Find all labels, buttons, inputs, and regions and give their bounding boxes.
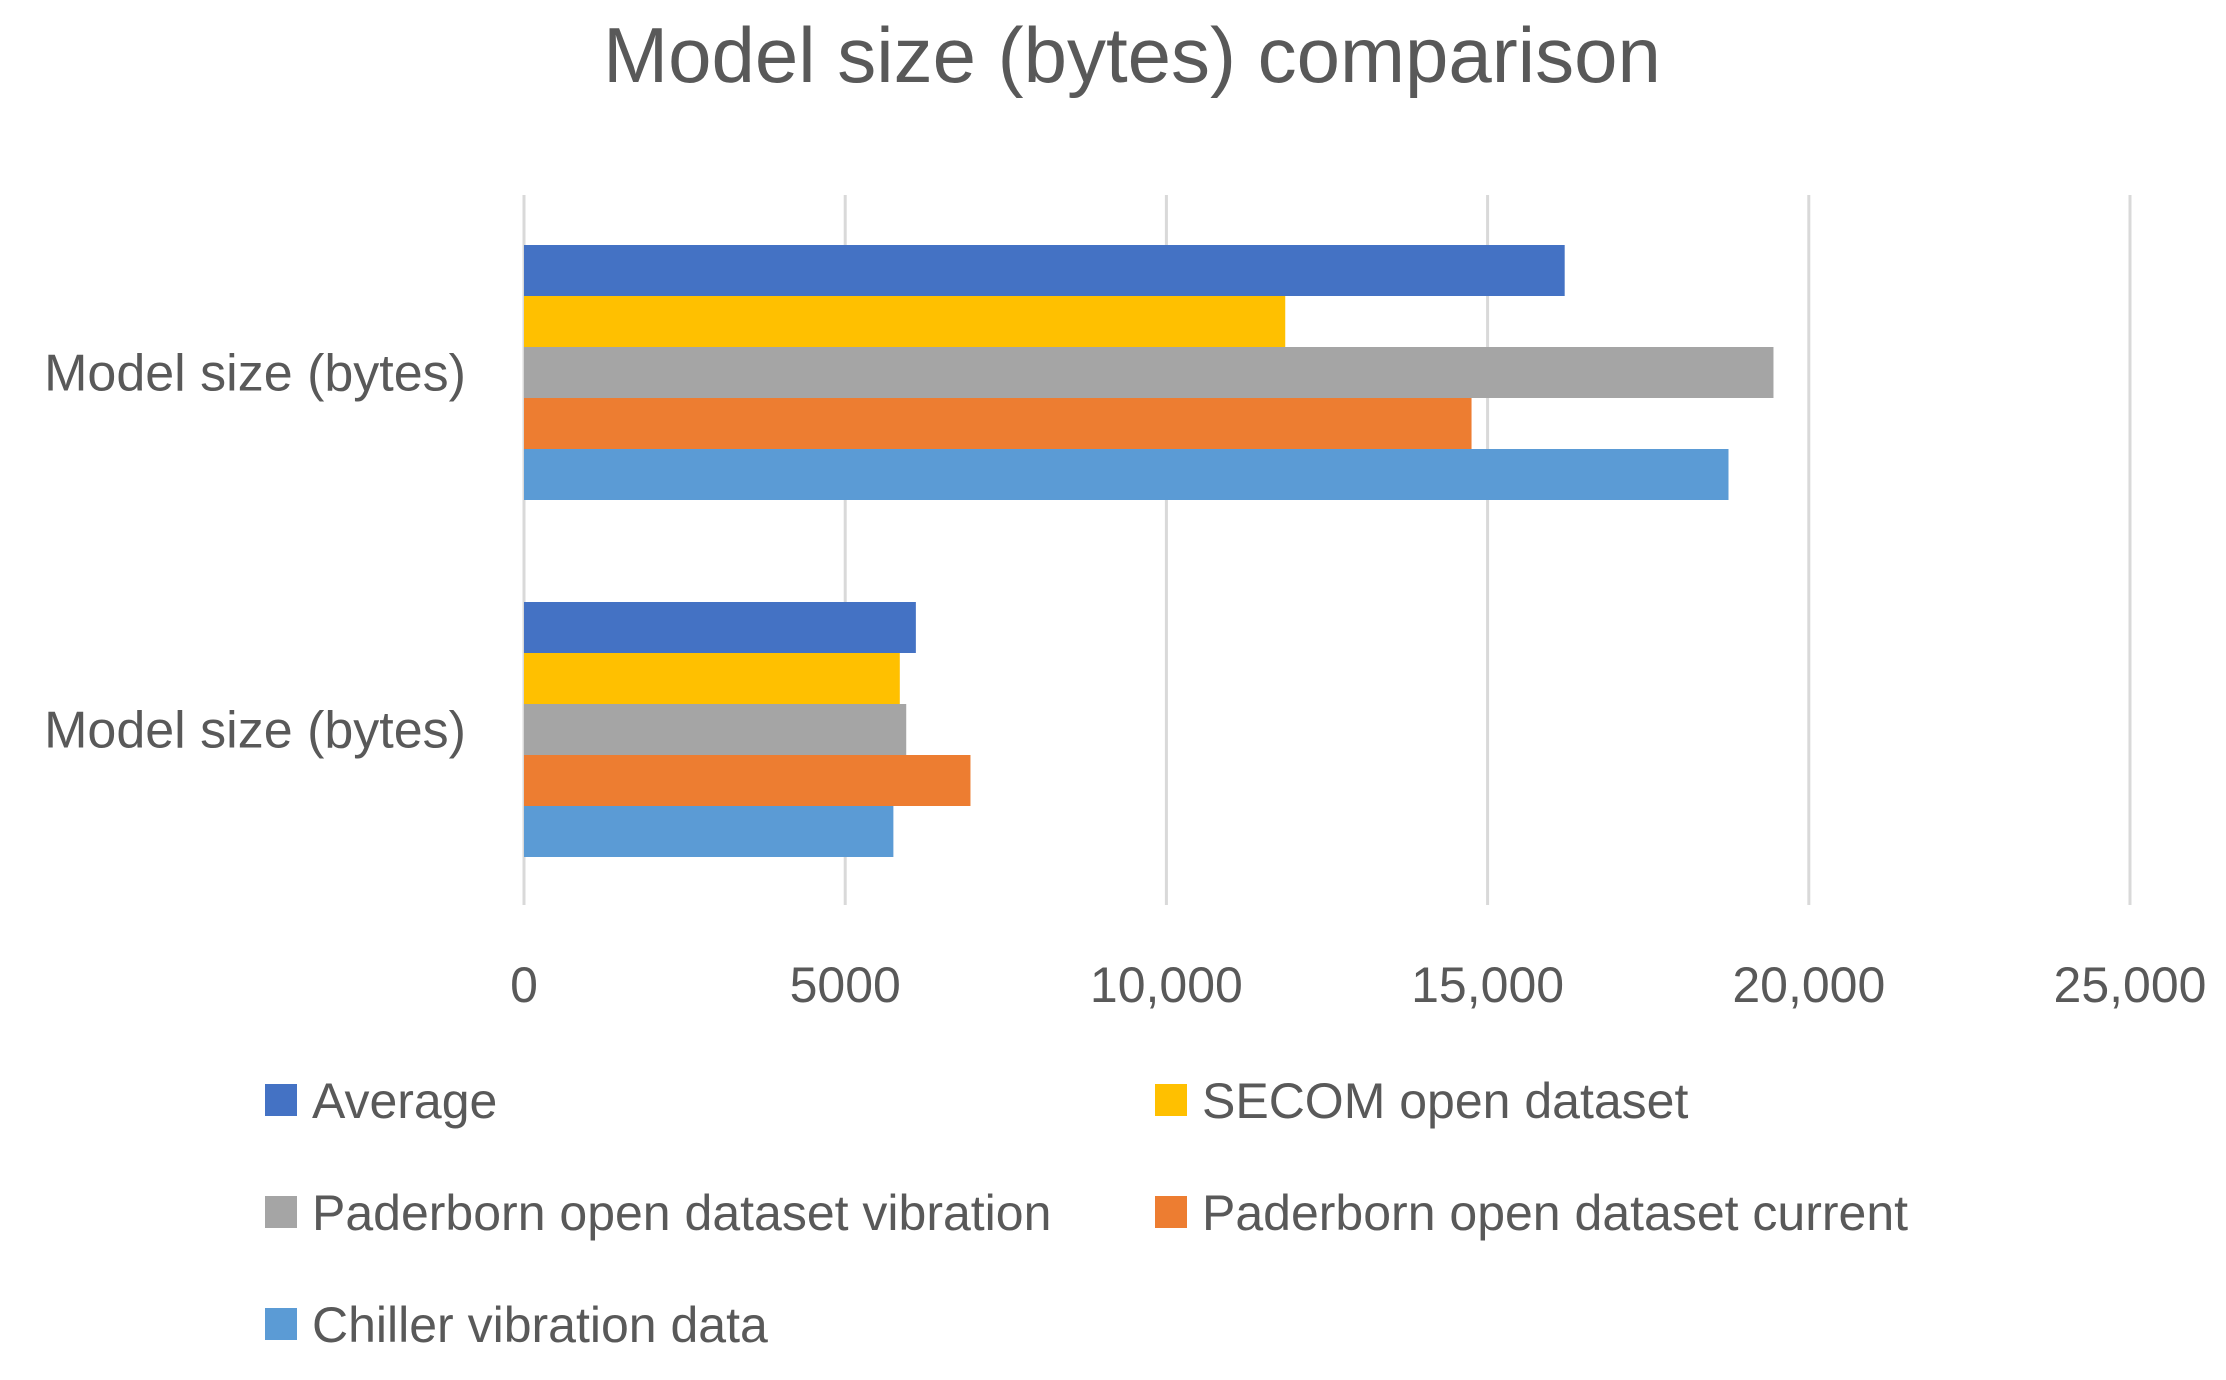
category-label-2: Model size (bytes): [44, 702, 466, 760]
legend-swatch-1: [265, 1084, 297, 1116]
bar-1-2: [524, 296, 1286, 347]
bar-2-4: [524, 755, 971, 806]
legend-swatch-3: [265, 1196, 297, 1228]
x-axis-tick-labels: 0 5000 10,000 15,000 20,000 25,000: [510, 957, 2206, 1013]
x-tick-label-2: 10,000: [1090, 957, 1243, 1013]
legend-label-2: SECOM open dataset: [1202, 1073, 1688, 1129]
bar-1-5: [524, 449, 1729, 500]
x-tick-label-1: 5000: [790, 957, 901, 1013]
category-label-1: Model size (bytes): [44, 345, 466, 403]
x-tick-label-4: 20,000: [1732, 957, 1885, 1013]
bar-1-1: [524, 245, 1565, 296]
legend-label-4: Paderborn open dataset current: [1202, 1185, 1908, 1241]
bar-1-4: [524, 398, 1472, 449]
x-tick-label-3: 15,000: [1411, 957, 1564, 1013]
x-tick-label-0: 0: [510, 957, 538, 1013]
legend-swatch-5: [265, 1308, 297, 1340]
category-labels: Model size (bytes) Model size (bytes): [44, 345, 466, 760]
bar-2-3: [524, 704, 907, 755]
bar-1-3: [524, 347, 1774, 398]
legend-label-3: Paderborn open dataset vibration: [312, 1185, 1051, 1241]
bar-2-1: [524, 602, 916, 653]
legend-label-1: Average: [312, 1073, 497, 1129]
legend: Average SECOM open dataset Paderborn open …: [265, 1073, 1908, 1353]
bar-2-5: [524, 806, 894, 857]
legend-swatch-2: [1155, 1084, 1187, 1116]
chart-title: Model size (bytes) comparison: [603, 11, 1661, 99]
legend-label-5: Chiller vibration data: [312, 1297, 768, 1353]
legend-swatch-4: [1155, 1196, 1187, 1228]
bars: [524, 245, 1774, 857]
x-tick-label-5: 25,000: [2054, 957, 2207, 1013]
bar-2-2: [524, 653, 900, 704]
